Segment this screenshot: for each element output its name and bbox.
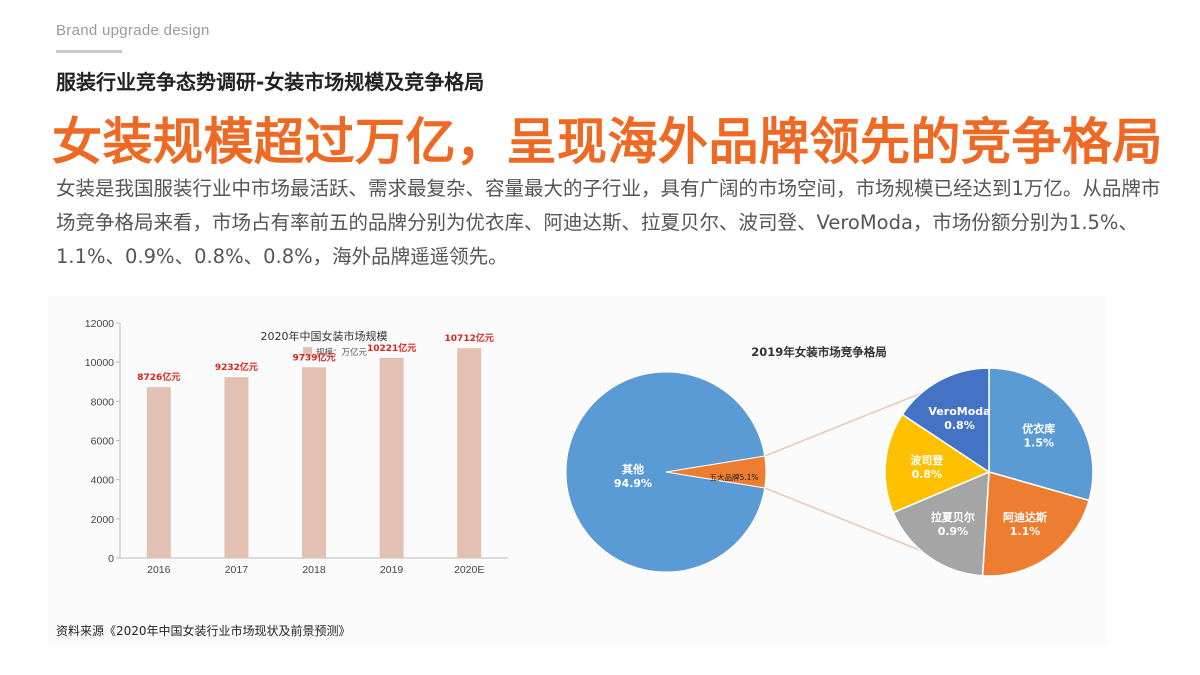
pie-slice-label-value: 0.9% bbox=[938, 525, 969, 538]
bar-y-tick-label: 12000 bbox=[85, 318, 114, 330]
bar-2019 bbox=[379, 357, 404, 558]
bar-data-label: 9739亿元 bbox=[292, 351, 335, 363]
bar-y-tick-label: 6000 bbox=[91, 436, 115, 448]
pie-slice-阿迪达斯 bbox=[981, 471, 1090, 577]
bar-x-tick-label: 2019 bbox=[380, 564, 404, 576]
pie-slice-label-name: 阿迪达斯 bbox=[1003, 510, 1047, 524]
charts-panel: 0 2000 4000 6000 8000 10000 12000 2020年中国女装市场规模… bbox=[48, 296, 1106, 646]
bar-data-label: 9232亿元 bbox=[215, 361, 258, 373]
pie-slice-拉夏贝尔 bbox=[892, 470, 990, 577]
bar-legend-label: 规模：万亿元 bbox=[316, 347, 368, 358]
pie-slice-label-value: 1.1% bbox=[1010, 525, 1041, 538]
brand-caption: Brand upgrade design bbox=[56, 22, 210, 39]
pie-label-other-name: 其他 bbox=[622, 462, 644, 476]
bar-2017 bbox=[224, 377, 249, 558]
body-paragraph: 女装是我国服装行业中市场最活跃、需求最复杂、容量最大的子行业，具有广阔的市场空间… bbox=[56, 177, 1161, 268]
pie-chart-title: 2019年女装市场竞争格局 bbox=[751, 345, 887, 359]
bar-x-tick-label: 2017 bbox=[225, 564, 249, 576]
pie-slice-波司登 bbox=[884, 413, 991, 514]
bar-data-label: 8726亿元 bbox=[137, 371, 180, 383]
bar-data-label: 10221亿元 bbox=[367, 342, 416, 354]
slide-headline: 女装规模超过万亿，呈现海外品牌领先的竞争格局 bbox=[52, 113, 1163, 171]
market-size-bar-chart: 0 2000 4000 6000 8000 10000 12000 2020年中国女装市场规模… bbox=[85, 318, 508, 576]
bar-x-tick-label: 2018 bbox=[302, 564, 326, 576]
pie-slice-label-value: 0.8% bbox=[944, 419, 975, 432]
pie-slice-label-name: 优衣库 bbox=[1022, 421, 1055, 435]
bar-chart-title: 2020年中国女装市场规模 bbox=[261, 329, 388, 343]
bar-x-tick-label: 2016 bbox=[147, 564, 171, 576]
pie-slice-top5 bbox=[665, 455, 767, 489]
pie-label-top5: 五大品牌5.1% bbox=[709, 472, 758, 482]
pie-label-other-value: 94.9% bbox=[614, 477, 652, 490]
brand-underline bbox=[56, 50, 122, 53]
pie-slice-VeroModa bbox=[901, 367, 990, 474]
bar-y-tick-label: 10000 bbox=[85, 357, 114, 369]
bar-y-tick-label: 8000 bbox=[91, 396, 115, 408]
bar-2016 bbox=[146, 387, 171, 558]
bar-2018 bbox=[302, 367, 326, 558]
bar-data-label: 10712亿元 bbox=[445, 332, 494, 344]
pie-slice-label-name: 波司登 bbox=[910, 453, 944, 467]
bar-y-tick-label: 0 bbox=[108, 553, 114, 565]
bar-x-tick-label: 2020E bbox=[454, 564, 484, 576]
bar-y-tick-label: 4000 bbox=[91, 475, 115, 487]
bar-y-tick-label: 2000 bbox=[91, 514, 115, 526]
pie-slice-label-value: 0.8% bbox=[912, 468, 943, 481]
pie-slice-优衣库 bbox=[988, 367, 1094, 502]
bar-2020E bbox=[457, 348, 482, 558]
pie-slice-label-value: 1.5% bbox=[1024, 436, 1055, 449]
pie-slice-label-name: VeroModa bbox=[928, 405, 990, 418]
pie-slice-label-name: 拉夏贝尔 bbox=[931, 510, 975, 524]
section-subtitle: 服装行业竞争态势调研-女装市场规模及竞争格局 bbox=[56, 70, 485, 94]
source-note: 资料来源《2020年中国女装行业市场现状及前景预测》 bbox=[56, 624, 351, 638]
pie-slice-other bbox=[565, 371, 766, 573]
bar-legend-swatch bbox=[303, 347, 312, 356]
